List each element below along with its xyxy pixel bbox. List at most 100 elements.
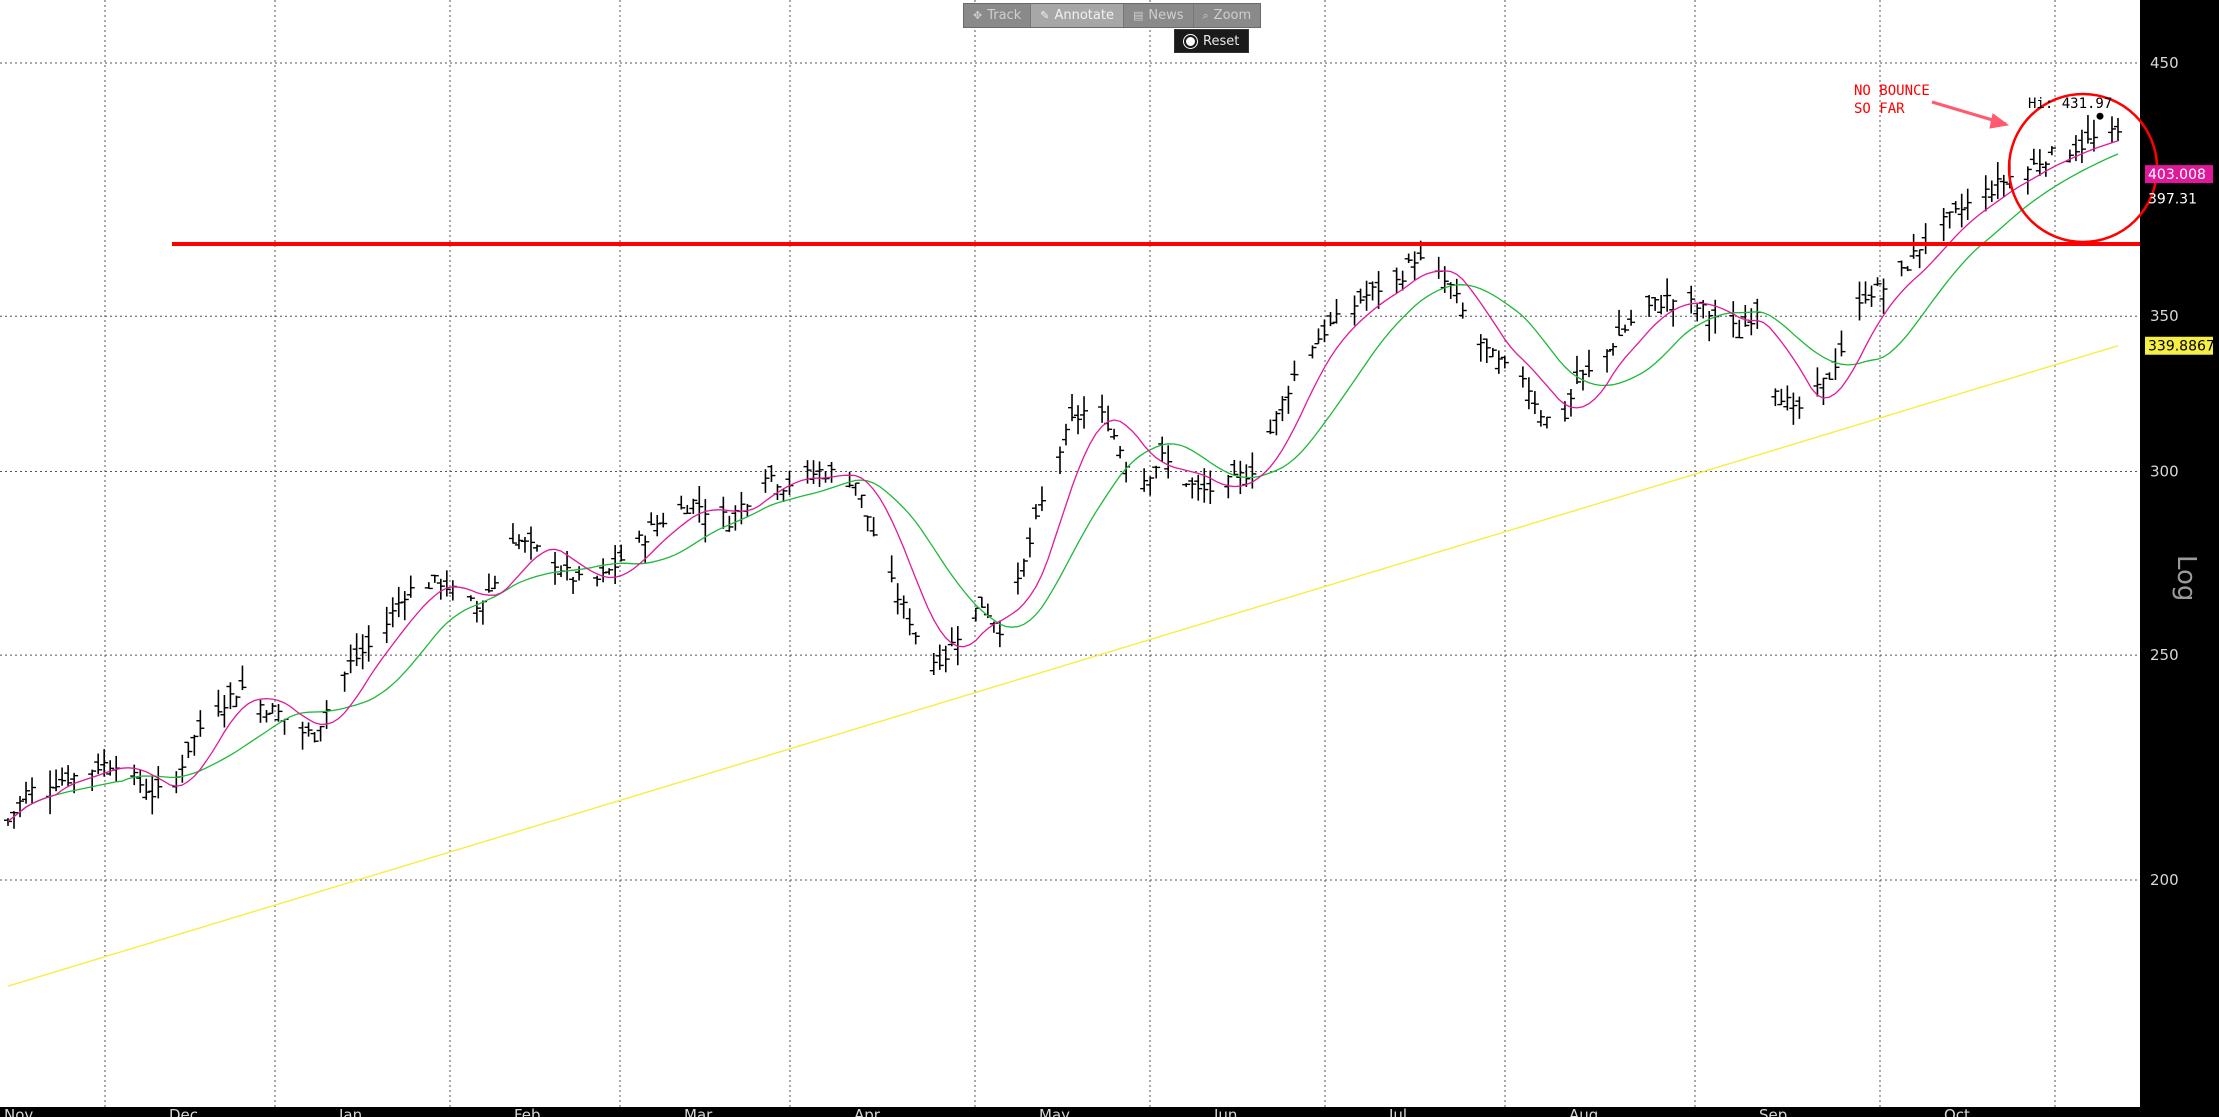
ohlc-bar [1566, 389, 1575, 417]
ohlc-bar [1434, 256, 1443, 279]
track-label: Track [987, 8, 1022, 23]
ohlc-bar [1055, 446, 1064, 475]
ohlc-bar [821, 470, 830, 483]
ohlc-bar [1278, 396, 1287, 422]
annotation-text: SO FAR [1854, 101, 1905, 117]
ohlc-bar [1524, 377, 1533, 410]
ohlc-bar [1290, 360, 1299, 382]
ohlc-bar [689, 498, 698, 515]
ohlc-bar [719, 496, 728, 529]
x-tick-label: May [1039, 1106, 1070, 1117]
ohlc-bar [1651, 297, 1660, 311]
ohlc-bar [1062, 423, 1071, 446]
highlight-circle [2007, 92, 2159, 244]
ohlc-bar [809, 460, 818, 484]
ohlc-bar [1951, 201, 1960, 214]
ohlc-bar [406, 575, 415, 598]
news-button[interactable]: ▤ News [1124, 4, 1194, 27]
pencil-icon: ✎ [1040, 9, 1050, 22]
ohlc-bar [1603, 349, 1612, 373]
ohlc-bar [2023, 166, 2032, 195]
ohlc-bar [869, 517, 878, 537]
ma-slow-value-tag: 339.8867 [2148, 339, 2215, 355]
ohlc-bar [274, 704, 283, 722]
track-button[interactable]: ✥ Track [964, 4, 1032, 27]
ohlc-bar [484, 573, 493, 593]
y-tick-label: 300 [2150, 463, 2179, 481]
ohlc-bar [1284, 385, 1293, 414]
news-icon: ▤ [1132, 9, 1144, 22]
ohlc-bar [1837, 330, 1846, 357]
ohlc-bar [268, 703, 277, 715]
ohlc-bar [46, 770, 55, 815]
ohlc-bar [184, 741, 193, 759]
ohlc-bar [647, 512, 656, 526]
ma-mid-line [7, 153, 2119, 822]
ohlc-bar [1458, 302, 1467, 319]
zoom-button[interactable]: ⌕ Zoom [1194, 4, 1261, 27]
ohlc-bar [52, 769, 61, 792]
ohlc-bar [1530, 391, 1539, 415]
ohlc-bar [1735, 319, 1744, 339]
ohlc-bar [617, 544, 626, 562]
ohlc-bar [106, 760, 115, 776]
ohlc-bar [857, 494, 866, 509]
ohlc-bar [1452, 278, 1461, 304]
ohlc-bar [1729, 301, 1738, 338]
x-tick-label: Jun [1213, 1106, 1237, 1117]
ohlc-bar [905, 608, 914, 636]
crosshair-icon: ✥ [973, 9, 983, 22]
reset-button[interactable]: Reset [1174, 29, 1250, 53]
ohlc-bar [220, 694, 229, 728]
ohlc-bar [1999, 174, 2008, 198]
ohlc-bar [1356, 288, 1365, 304]
ohlc-bar [1789, 392, 1798, 425]
ohlc-bar [653, 515, 662, 537]
ohlc-bar [2077, 129, 2086, 164]
plot-area[interactable] [0, 0, 2140, 1107]
ohlc-bar [1741, 305, 1750, 327]
ohlc-bar [2065, 149, 2074, 163]
annotate-button[interactable]: ✎ Annotate [1031, 4, 1124, 27]
price-bars [4, 115, 2122, 829]
ohlc-bar [1188, 477, 1197, 499]
ohlc-bar [316, 725, 325, 742]
ma-slow-line [7, 345, 2119, 987]
arrow-head-icon [1989, 113, 2010, 129]
ohlc-bar [1362, 280, 1371, 311]
ohlc-bar [1308, 345, 1317, 359]
ohlc-bar [1536, 410, 1545, 427]
ohlc-bar [2114, 118, 2122, 142]
ohlc-bar [1332, 299, 1341, 324]
ma-fast-line [7, 140, 2119, 822]
ohlc-bar [340, 671, 349, 692]
ohlc-bar [136, 769, 145, 793]
ohlc-bar [677, 495, 686, 510]
ohlc-bar [941, 645, 950, 673]
ohlc-bar [1392, 267, 1401, 294]
magnifier-icon: ⌕ [1202, 8, 1209, 22]
ohlc-bar [827, 461, 836, 483]
annotation-text: NO BOUNCE [1854, 83, 1930, 99]
x-tick-label: Nov [4, 1106, 33, 1117]
ohlc-bar [815, 461, 824, 487]
ohlc-bar [1068, 393, 1077, 422]
ohlc-bar [1825, 372, 1834, 381]
ohlc-bar [569, 576, 578, 594]
ohlc-bar [520, 536, 529, 553]
ohlc-bar [1957, 193, 1966, 228]
y-tick-label: 450 [2150, 54, 2179, 72]
ohlc-bar [28, 777, 37, 804]
ohlc-bar [1350, 295, 1359, 326]
ohlc-bar [436, 578, 445, 600]
ohlc-bar [1224, 474, 1233, 499]
x-tick-label: Jan [338, 1106, 362, 1117]
ohlc-bar [1945, 211, 1954, 229]
ohlc-bar [533, 544, 542, 552]
ohlc-bar [22, 781, 31, 804]
ohlc-bar [1206, 470, 1215, 505]
ohlc-bar [1146, 476, 1155, 496]
ohlc-bar [148, 775, 157, 815]
ohlc-bar [1987, 180, 1996, 203]
ohlc-bar [1993, 162, 2002, 199]
